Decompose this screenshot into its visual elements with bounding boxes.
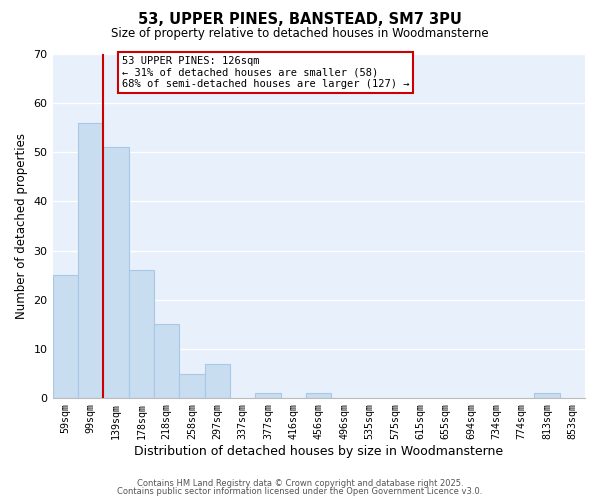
Bar [53, 275, 78, 398]
Bar [256, 393, 281, 398]
Text: Size of property relative to detached houses in Woodmansterne: Size of property relative to detached ho… [111, 28, 489, 40]
Bar [128, 270, 154, 398]
Text: Contains HM Land Registry data © Crown copyright and database right 2025.: Contains HM Land Registry data © Crown c… [137, 478, 463, 488]
Bar [103, 148, 128, 398]
Bar [306, 393, 331, 398]
Y-axis label: Number of detached properties: Number of detached properties [15, 133, 28, 319]
Text: Contains public sector information licensed under the Open Government Licence v3: Contains public sector information licen… [118, 487, 482, 496]
Bar [154, 324, 179, 398]
Bar [78, 123, 103, 398]
Bar [205, 364, 230, 398]
Text: 53, UPPER PINES, BANSTEAD, SM7 3PU: 53, UPPER PINES, BANSTEAD, SM7 3PU [138, 12, 462, 28]
Bar [534, 393, 560, 398]
Text: 53 UPPER PINES: 126sqm
← 31% of detached houses are smaller (58)
68% of semi-det: 53 UPPER PINES: 126sqm ← 31% of detached… [122, 56, 409, 89]
X-axis label: Distribution of detached houses by size in Woodmansterne: Distribution of detached houses by size … [134, 444, 503, 458]
Bar [179, 374, 205, 398]
